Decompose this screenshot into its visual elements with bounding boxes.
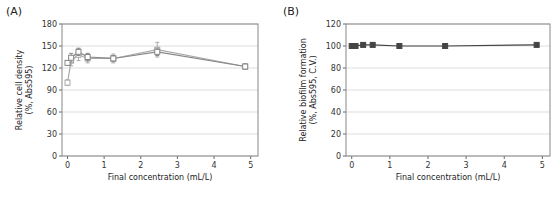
x-tick-label: 2 bbox=[138, 161, 143, 170]
error-bar bbox=[65, 61, 69, 65]
error-bar bbox=[155, 42, 159, 57]
error-bar-cap bbox=[155, 42, 159, 43]
grid-line bbox=[346, 112, 550, 113]
error-bar bbox=[86, 54, 90, 63]
error-bar-cap bbox=[111, 62, 115, 63]
y-tick-label: 150 bbox=[42, 42, 57, 51]
x-tick-label: 5 bbox=[248, 161, 253, 170]
x-tick-label: 3 bbox=[175, 161, 180, 170]
error-bar-cap bbox=[86, 53, 90, 54]
y-tick-label: 60 bbox=[331, 86, 341, 95]
error-bar bbox=[76, 49, 80, 61]
marker bbox=[243, 64, 248, 69]
x-tick-label: 1 bbox=[102, 161, 107, 170]
grid-line bbox=[346, 68, 550, 69]
error-bar bbox=[65, 80, 69, 86]
y-tick-label: 30 bbox=[47, 130, 57, 139]
series-line bbox=[68, 50, 246, 83]
marker bbox=[361, 42, 366, 47]
marker bbox=[155, 49, 160, 54]
y-axis-label: Relative biofilm formation(%, Abs595, C.… bbox=[299, 38, 318, 141]
marker bbox=[397, 44, 402, 49]
y-tick-label: 20 bbox=[331, 130, 341, 139]
y-axis-label-line: (%, Abs595) bbox=[25, 66, 34, 115]
grid-line bbox=[62, 46, 258, 47]
marker bbox=[111, 56, 116, 61]
error-bar-cap bbox=[69, 53, 73, 54]
x-axis-label: Final concentration (mL/L) bbox=[396, 173, 501, 182]
marker bbox=[65, 80, 70, 85]
data-group bbox=[65, 42, 248, 85]
error-bar bbox=[243, 64, 247, 68]
panel: (B) 0 20 40 60 80 100 120 0 1 2 3 4 5 Final concentrat… bbox=[283, 5, 550, 182]
y-axis-label-line: (%, Abs595, C.V.) bbox=[309, 55, 318, 124]
y-tick-label: 120 bbox=[42, 64, 57, 73]
y-tick-label: 0 bbox=[52, 152, 57, 161]
error-bar-cap bbox=[86, 60, 90, 61]
error-bar-cap bbox=[76, 55, 80, 56]
grid-line bbox=[346, 90, 550, 91]
error-bar-cap bbox=[155, 57, 159, 58]
panel: (A) 0 30 60 90 120 150 180 0 1 2 3 4 5 Final concentra… bbox=[6, 5, 258, 182]
error-bar-cap bbox=[111, 54, 115, 55]
chart-canvas: (A)0306090120150180012345Final concentra… bbox=[0, 0, 560, 199]
marker bbox=[85, 55, 90, 60]
marker bbox=[76, 49, 81, 54]
y-tick-label: 100 bbox=[326, 42, 341, 51]
y-axis-label: Relative cell density(%, Abs595) bbox=[15, 50, 34, 131]
marker bbox=[443, 44, 448, 49]
x-tick-label: 4 bbox=[211, 161, 216, 170]
title: (B) bbox=[283, 5, 299, 18]
x-tick-label: 3 bbox=[464, 161, 469, 170]
marker bbox=[243, 64, 248, 69]
y-tick-label: 120 bbox=[326, 20, 341, 29]
data-group bbox=[349, 42, 539, 48]
y-tick-label: 180 bbox=[42, 20, 57, 29]
x-tick-label: 2 bbox=[425, 161, 430, 170]
error-bar bbox=[76, 48, 80, 55]
error-bar-cap bbox=[76, 60, 80, 61]
y-tick-label: 0 bbox=[336, 152, 341, 161]
marker bbox=[534, 42, 539, 47]
y-tick-label: 60 bbox=[47, 108, 57, 117]
x-tick-label: 4 bbox=[502, 161, 507, 170]
error-bar bbox=[111, 54, 115, 63]
marker bbox=[111, 56, 116, 61]
x-axis-label: Final concentration (mL/L) bbox=[108, 173, 213, 182]
marker bbox=[65, 60, 70, 65]
grid-line bbox=[62, 68, 258, 69]
x-tick-label: 0 bbox=[349, 161, 354, 170]
y-axis-label-line: Relative biofilm formation bbox=[299, 38, 308, 141]
y-tick-label: 40 bbox=[331, 108, 341, 117]
error-bar bbox=[155, 48, 159, 55]
marker bbox=[353, 44, 358, 49]
error-bar-cap bbox=[155, 55, 159, 56]
plot-frame bbox=[346, 24, 550, 156]
x-tick-label: 0 bbox=[65, 161, 70, 170]
grid-line bbox=[62, 112, 258, 113]
x-tick-label: 5 bbox=[540, 161, 545, 170]
marker bbox=[370, 42, 375, 47]
x-tick-label: 1 bbox=[387, 161, 392, 170]
grid-line bbox=[346, 134, 550, 135]
plot-frame bbox=[62, 24, 258, 156]
grid-line bbox=[62, 134, 258, 135]
y-tick-label: 90 bbox=[47, 86, 57, 95]
y-axis-label-line: Relative cell density bbox=[15, 50, 24, 131]
error-bar-cap bbox=[76, 48, 80, 49]
error-bar-cap bbox=[155, 48, 159, 49]
error-bar bbox=[243, 64, 247, 70]
marker bbox=[69, 55, 74, 60]
error-bar bbox=[86, 53, 90, 60]
title: (A) bbox=[6, 5, 22, 18]
grid-line bbox=[62, 90, 258, 91]
y-tick-label: 80 bbox=[331, 64, 341, 73]
error-bar-cap bbox=[86, 62, 90, 63]
error-bar bbox=[111, 56, 115, 62]
